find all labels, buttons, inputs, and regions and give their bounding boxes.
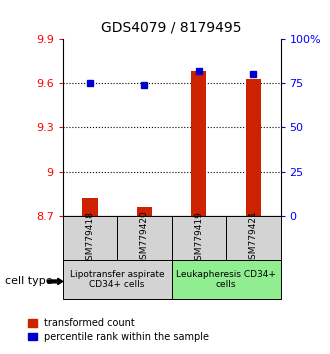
- Bar: [172, 216, 226, 260]
- Text: Lipotransfer aspirate
CD34+ cells: Lipotransfer aspirate CD34+ cells: [70, 270, 164, 289]
- Bar: [63, 260, 172, 299]
- Title: GDS4079 / 8179495: GDS4079 / 8179495: [101, 21, 242, 35]
- Text: GSM779418: GSM779418: [85, 211, 94, 266]
- Bar: [63, 216, 117, 260]
- Bar: [172, 260, 280, 299]
- Bar: [246, 79, 261, 216]
- Text: Leukapheresis CD34+
cells: Leukapheresis CD34+ cells: [176, 270, 276, 289]
- Text: GSM779419: GSM779419: [194, 211, 203, 266]
- Text: cell type: cell type: [5, 276, 52, 286]
- Legend: transformed count, percentile rank within the sample: transformed count, percentile rank withi…: [28, 318, 210, 342]
- Text: GSM779420: GSM779420: [140, 211, 149, 266]
- Text: GSM779421: GSM779421: [249, 211, 258, 266]
- Bar: [191, 72, 207, 216]
- Bar: [117, 216, 172, 260]
- Bar: [82, 198, 98, 216]
- Bar: [226, 216, 280, 260]
- Bar: [137, 207, 152, 216]
